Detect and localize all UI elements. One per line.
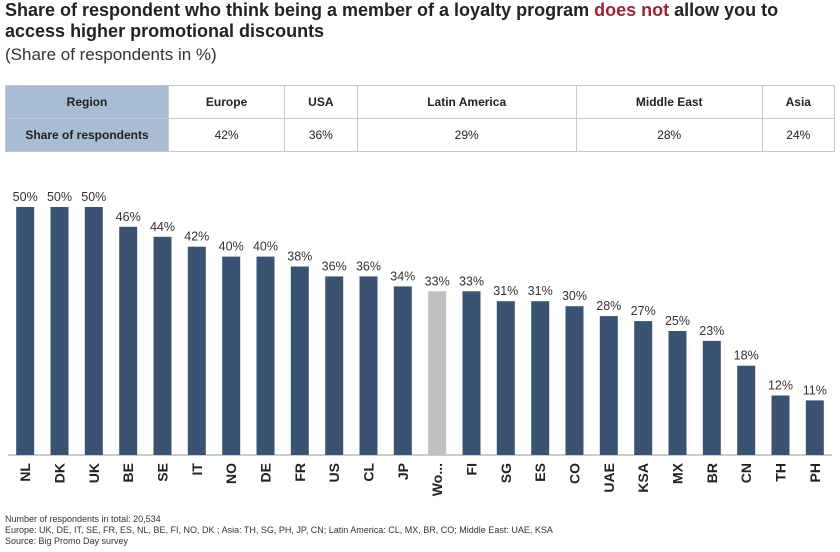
share-value-middle-east: 28% — [575, 118, 763, 152]
bar-7 — [256, 256, 275, 455]
share-header-cell: Share of respondents — [5, 118, 169, 152]
category-label-2: UK — [86, 463, 102, 483]
share-value-latin-america: 29% — [356, 118, 577, 152]
share-value-europe: 42% — [167, 118, 286, 152]
bar-8 — [290, 266, 309, 455]
bar-value-label-11: 34% — [390, 269, 415, 283]
category-label-9: US — [326, 463, 342, 482]
category-label-20: BR — [704, 463, 720, 483]
bar-value-label-23: 11% — [803, 383, 827, 397]
category-label-14: SG — [498, 463, 514, 483]
bar-18 — [634, 321, 653, 455]
table-header-row: Region Europe USA Latin America Middle E… — [5, 85, 836, 119]
bar-value-label-7: 40% — [253, 240, 278, 254]
bar-value-label-3: 46% — [116, 210, 141, 224]
category-label-4: SE — [155, 463, 171, 482]
category-label-13: FI — [464, 463, 480, 475]
bar-value-label-14: 31% — [493, 284, 518, 298]
footnotes: Number of respondents in total: 20,534 E… — [5, 514, 553, 547]
bar-3 — [119, 226, 138, 455]
footnote-source: Source: Big Promo Day survey — [5, 536, 129, 546]
bar-value-label-13: 33% — [459, 274, 484, 288]
bar-value-label-12: 33% — [425, 274, 450, 288]
bar-value-label-22: 12% — [768, 379, 793, 393]
bar-21 — [737, 365, 756, 455]
bar-value-label-19: 25% — [665, 314, 690, 328]
share-value-usa: 36% — [284, 118, 358, 152]
bar-value-label-17: 28% — [596, 299, 621, 313]
title-highlight: does not — [594, 0, 670, 20]
category-label-18: KSA — [635, 463, 651, 493]
bar-value-label-1: 50% — [47, 190, 72, 204]
bar-13 — [462, 291, 481, 455]
category-label-17: UAE — [601, 463, 617, 493]
share-value-asia: 24% — [761, 118, 836, 152]
category-label-0: NL — [17, 463, 33, 482]
bar-value-label-8: 38% — [287, 250, 312, 264]
bar-value-label-5: 42% — [184, 230, 209, 244]
bar-value-label-4: 44% — [150, 220, 175, 234]
bar-17 — [599, 316, 618, 455]
region-summary-table: Region Europe USA Latin America Middle E… — [5, 85, 836, 152]
region-header-cell: Region — [5, 85, 169, 119]
title-part2: allow you to access higher promotional d… — [5, 0, 779, 41]
category-label-16: CO — [567, 463, 583, 484]
bar-22 — [771, 395, 790, 455]
bar-23 — [805, 400, 824, 455]
bar-0 — [16, 207, 35, 455]
bar-value-label-2: 50% — [81, 190, 106, 204]
table-value-row: Share of respondents 42% 36% 29% 28% 24% — [5, 118, 836, 152]
category-label-15: ES — [532, 463, 548, 482]
region-col-middle-east: Middle East — [575, 85, 763, 119]
category-label-7: DE — [258, 463, 274, 482]
category-label-22: TH — [773, 463, 789, 482]
chart-title: Share of respondent who think being a me… — [5, 0, 835, 42]
bar-10 — [359, 276, 378, 455]
category-label-1: DK — [52, 463, 68, 483]
category-label-19: MX — [670, 462, 686, 484]
region-col-usa: USA — [284, 85, 358, 119]
bar-chart: 50% NL 50% DK 50% UK 46% BE 44% SE 42% IT 40% NO 40% DE… — [8, 190, 832, 496]
region-col-asia: Asia — [761, 85, 836, 119]
bar-value-label-9: 36% — [322, 259, 347, 273]
category-label-21: CN — [738, 463, 754, 483]
bar-5 — [187, 246, 206, 455]
bar-11 — [393, 286, 412, 455]
category-label-23: PH — [807, 463, 823, 482]
category-label-3: BE — [120, 463, 136, 482]
bar-value-label-21: 18% — [734, 349, 759, 363]
bar-19 — [668, 331, 687, 455]
bar-2 — [84, 207, 103, 455]
bar-1 — [50, 207, 69, 455]
bar-value-label-15: 31% — [528, 284, 553, 298]
bar-value-label-6: 40% — [219, 240, 244, 254]
bar-9 — [325, 276, 344, 455]
bar-value-label-0: 50% — [13, 190, 38, 204]
category-label-10: CL — [361, 463, 377, 482]
category-label-8: FR — [292, 463, 308, 482]
category-label-11: JP — [395, 463, 411, 480]
title-part1: Share of respondent who think being a me… — [5, 0, 595, 20]
category-label-6: NO — [223, 463, 239, 484]
category-label-12: Wo... — [429, 463, 445, 496]
bar-4 — [153, 236, 172, 455]
bar-12 — [428, 291, 447, 455]
bar-20 — [702, 340, 721, 455]
bar-6 — [222, 256, 241, 455]
bar-14 — [496, 301, 515, 455]
bar-value-label-16: 30% — [562, 289, 587, 303]
region-col-latin-america: Latin America — [356, 85, 577, 119]
bar-value-label-18: 27% — [631, 304, 656, 318]
bar-value-label-20: 23% — [699, 324, 724, 338]
footnote-respondents: Number of respondents in total: 20,534 — [5, 514, 161, 524]
bar-16 — [565, 306, 584, 455]
footnote-regions: Europe: UK, DE, IT, SE, FR, ES, NL, BE, … — [5, 525, 553, 535]
bar-value-label-10: 36% — [356, 259, 381, 273]
chart-subtitle: (Share of respondents in %) — [5, 45, 217, 64]
bar-15 — [531, 301, 550, 455]
region-col-europe: Europe — [167, 85, 286, 119]
category-label-5: IT — [189, 463, 205, 476]
